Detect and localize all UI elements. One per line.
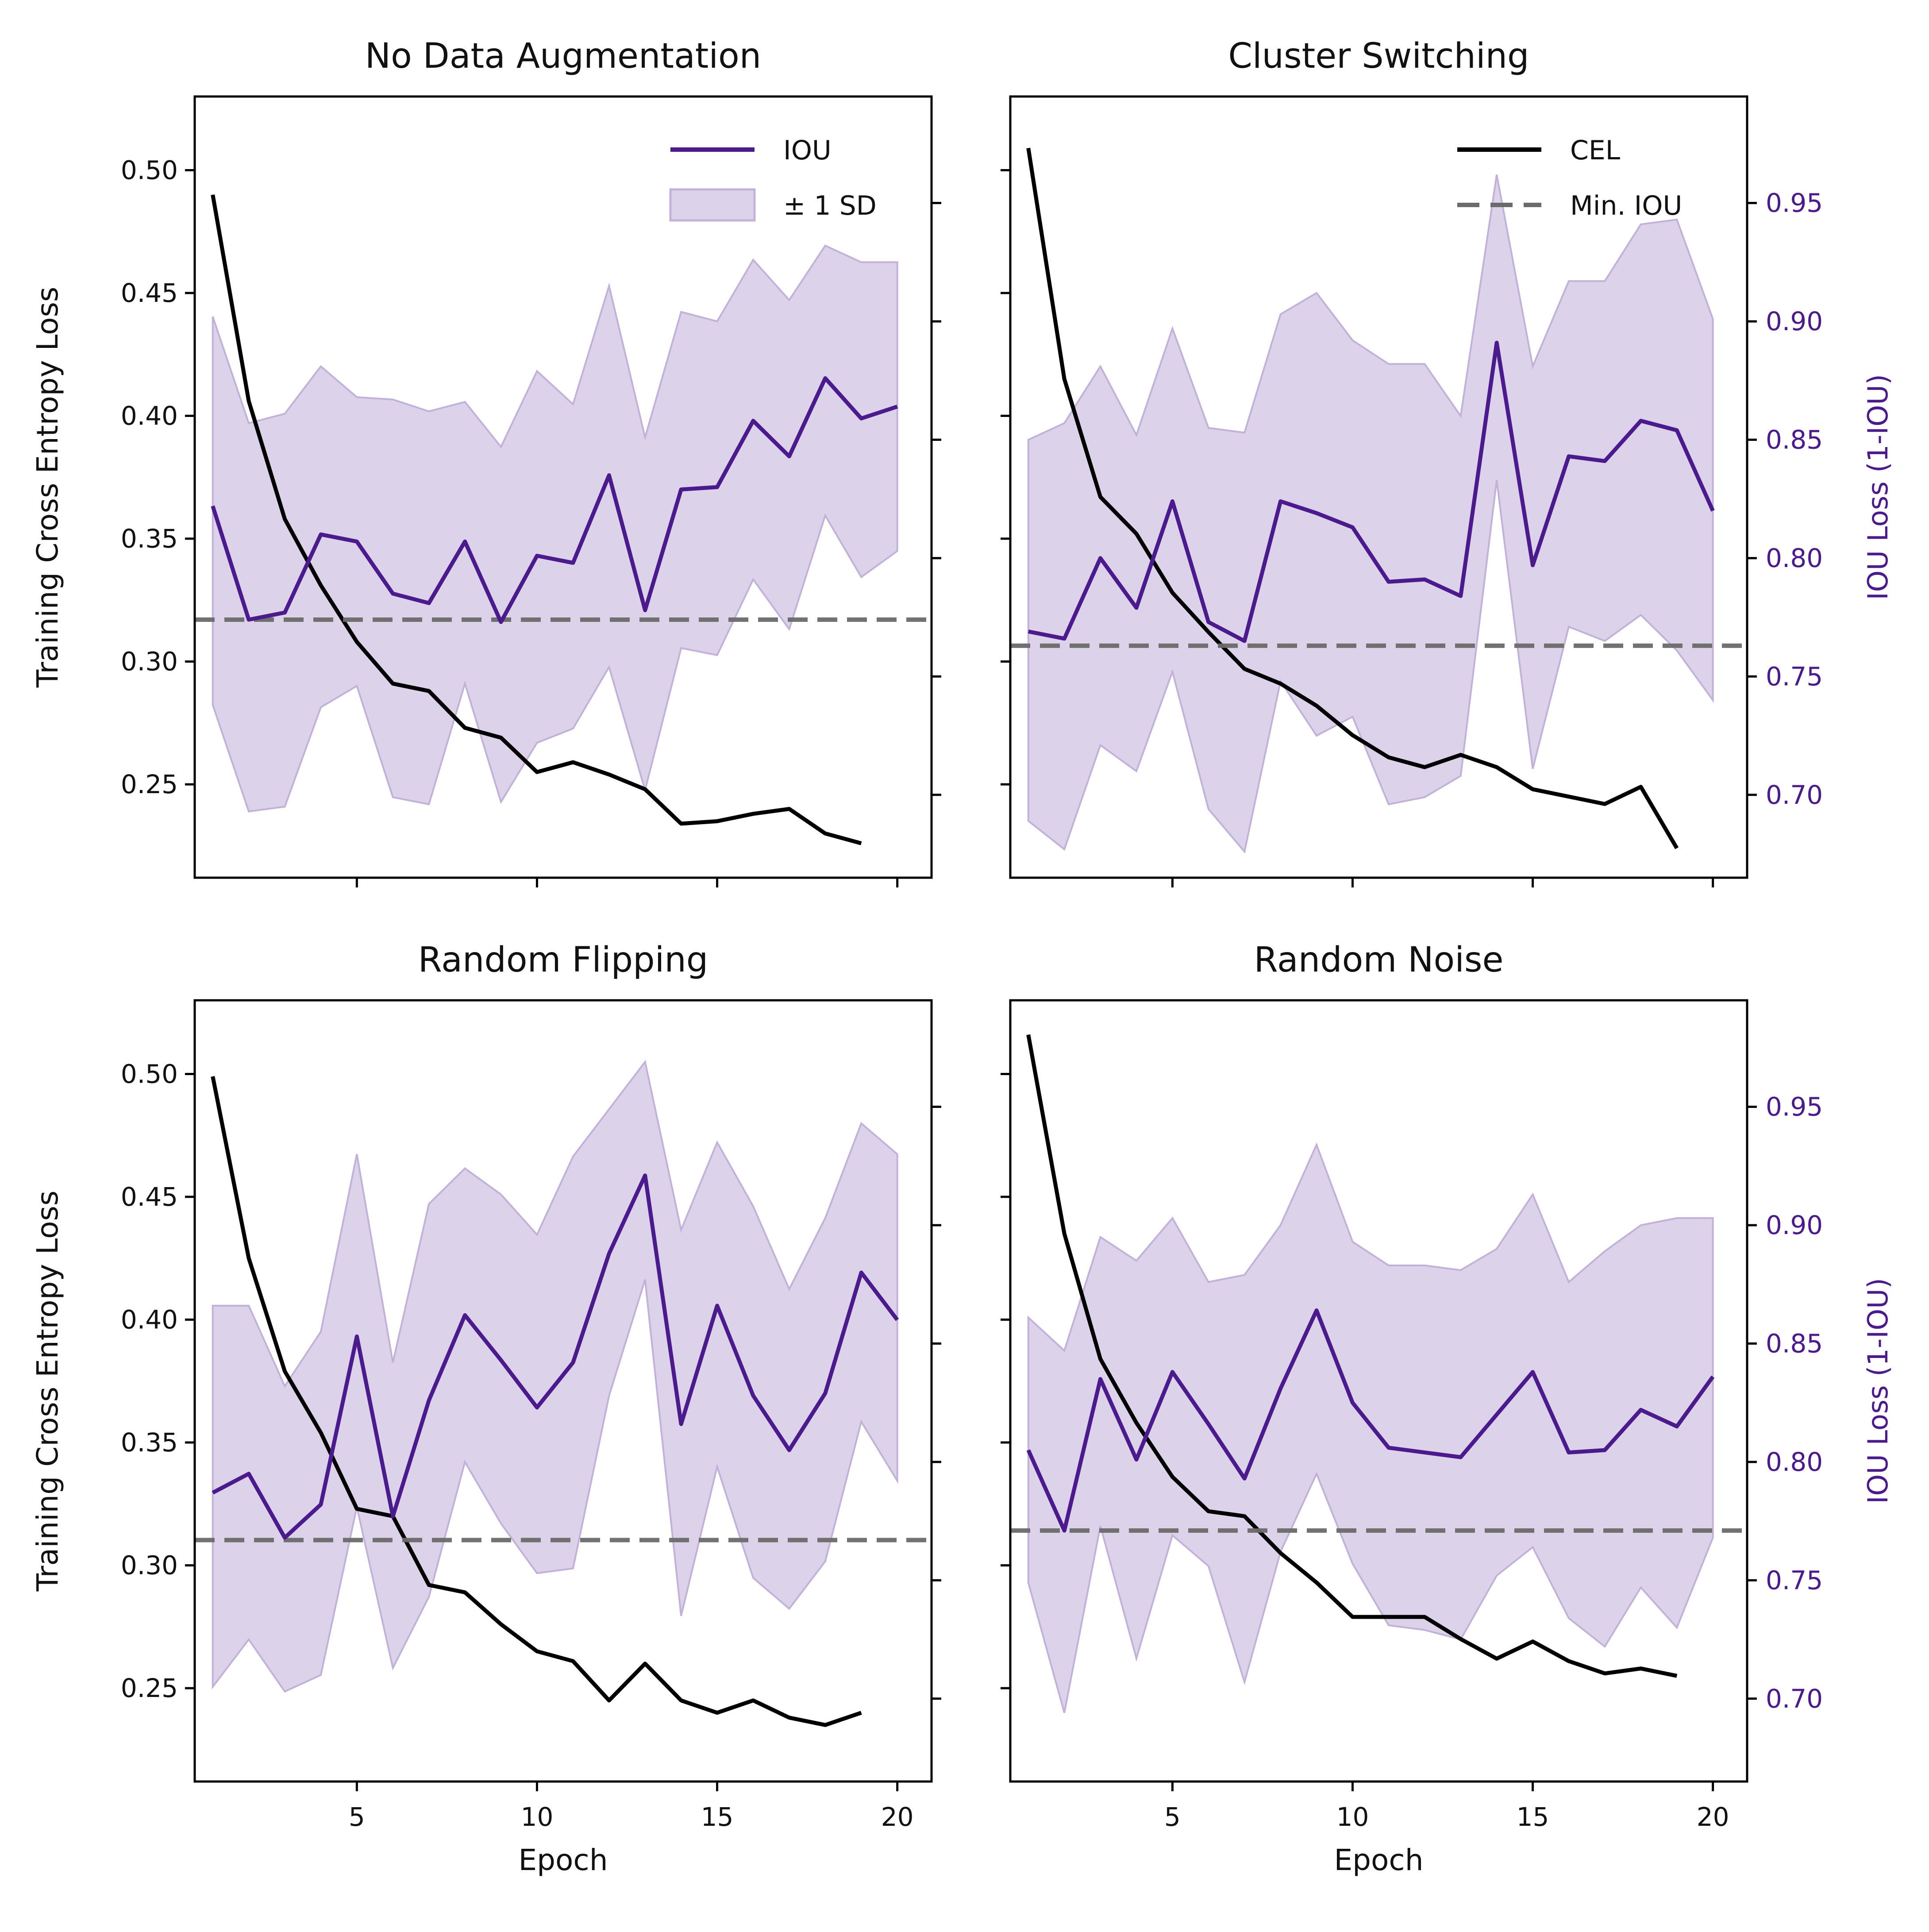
right-y-tick-label: 0.85 <box>1766 1329 1823 1359</box>
x-tick-label: 5 <box>349 1802 365 1832</box>
cel-line <box>211 1076 862 1727</box>
x-tick-label: 20 <box>1697 1802 1729 1832</box>
x-tick-label: 15 <box>701 1802 734 1832</box>
legend-min-iou-label: Min. IOU <box>1570 190 1682 221</box>
panel-3: 0.25 0.30 0.35 0.40 0.45 0.50 5 10 15 20 Random Fl… <box>31 940 941 1877</box>
right-y-tick-label: 0.80 <box>1766 543 1823 573</box>
iou-line <box>211 376 898 624</box>
plot-frame <box>193 95 933 879</box>
left-y-tick-label: 0.40 <box>121 1305 178 1335</box>
x-tick-label: 15 <box>1517 1802 1549 1832</box>
y2-axis-label: IOU Loss (1-IOU) <box>1862 374 1894 600</box>
panel-4: 0.70 0.75 0.80 0.85 0.90 0.95 5 10 15 20 Random No… <box>1001 940 1894 1877</box>
left-y-tick-label: 0.30 <box>121 1550 178 1581</box>
y-axis-label: Training Cross Entropy Loss <box>31 1191 65 1592</box>
left-y-tick-label: 0.45 <box>121 1182 178 1212</box>
x-tick-label: 5 <box>1164 1802 1181 1832</box>
y-axis-label: Training Cross Entropy Loss <box>31 287 65 688</box>
x-tick-label: 20 <box>881 1802 914 1832</box>
panel-title: Cluster Switching <box>1228 36 1529 76</box>
cel-line <box>1026 1034 1678 1678</box>
y2-axis-label: IOU Loss (1-IOU) <box>1862 1278 1894 1504</box>
iou-sd-band <box>212 244 898 813</box>
iou-line <box>1028 340 1715 643</box>
iou-line <box>1026 1308 1715 1533</box>
panel-1: 0.25 0.30 0.35 0.40 0.45 0.50 No Data Augmenta… <box>31 36 941 887</box>
left-y-tick-label: 0.50 <box>121 155 178 185</box>
panel-2: 0.70 0.75 0.80 0.85 0.90 0.95 Cluster Switchin… <box>1001 36 1894 887</box>
panel-title: Random Noise <box>1254 940 1503 980</box>
right-y-tick-label: 0.75 <box>1766 661 1823 691</box>
cel-line <box>211 194 862 845</box>
right-y-tick-label: 0.80 <box>1766 1447 1823 1477</box>
right-y-tick-label: 0.85 <box>1766 425 1823 455</box>
left-y-tick-label: 0.25 <box>121 1673 178 1703</box>
x-tick-label: 10 <box>1336 1802 1369 1832</box>
legend-sd-swatch <box>669 188 756 222</box>
right-y-tick-label: 0.75 <box>1766 1565 1823 1595</box>
x-axis-label: Epoch <box>518 1843 608 1877</box>
right-y-tick-label: 0.95 <box>1766 188 1823 218</box>
right-y-tick-label: 0.95 <box>1766 1092 1823 1122</box>
left-y-tick-label: 0.35 <box>121 524 178 554</box>
left-y-tick-label: 0.40 <box>121 401 178 431</box>
right-y-tick-label: 0.70 <box>1766 780 1823 810</box>
x-axis-label: Epoch <box>1334 1843 1423 1877</box>
legend-iou-label: IOU <box>783 135 832 166</box>
iou-line <box>212 1173 899 1540</box>
legend-sd-label: ± 1 SD <box>783 190 877 221</box>
x-tick-label: 10 <box>521 1802 554 1832</box>
right-y-tick-label: 0.90 <box>1766 306 1823 336</box>
iou-sd-band <box>1027 1142 1714 1713</box>
right-y-tick-label: 0.90 <box>1766 1210 1823 1240</box>
cel-line <box>1026 147 1679 849</box>
left-y-tick-label: 0.50 <box>121 1059 178 1089</box>
right-y-tick-label: 0.70 <box>1766 1684 1823 1714</box>
left-y-tick-label: 0.35 <box>121 1427 178 1458</box>
left-y-tick-label: 0.30 <box>121 647 178 677</box>
iou-sd-band <box>1027 174 1714 854</box>
left-y-tick-label: 0.25 <box>121 769 178 799</box>
iou-sd-band <box>212 1060 898 1693</box>
plot-frame <box>1009 999 1748 1783</box>
plot-frame <box>193 999 933 1783</box>
left-y-tick-label: 0.45 <box>121 278 178 308</box>
plot-frame <box>1009 95 1748 879</box>
panel-title: Random Flipping <box>418 940 708 980</box>
legend-cel-label: CEL <box>1570 135 1621 166</box>
panel-title: No Data Augmentation <box>365 36 761 76</box>
